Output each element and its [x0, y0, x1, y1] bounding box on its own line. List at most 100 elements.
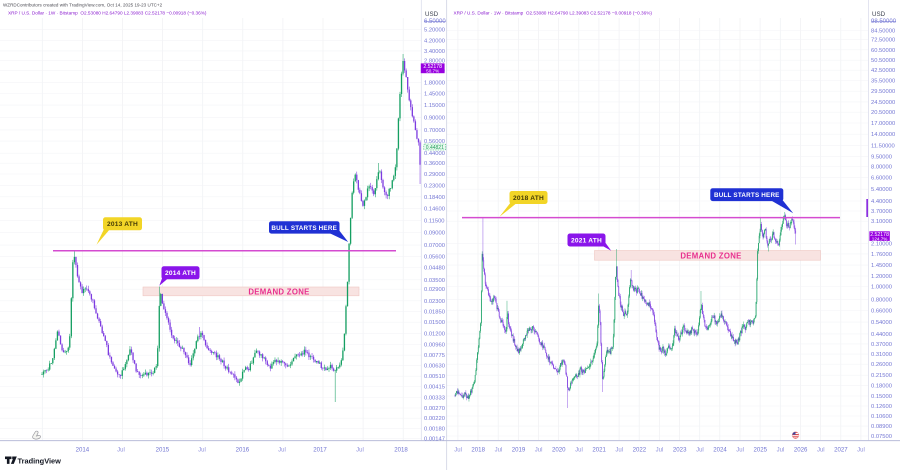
svg-text:5.20000: 5.20000	[424, 28, 445, 34]
svg-text:USD: USD	[425, 11, 439, 18]
svg-text:50.50000: 50.50000	[871, 58, 895, 64]
svg-text:2018 ATH: 2018 ATH	[513, 195, 544, 202]
svg-text:2021 ATH: 2021 ATH	[571, 237, 602, 244]
svg-text:1.45000: 1.45000	[424, 92, 445, 98]
svg-text:Jul: Jul	[117, 448, 125, 454]
svg-text:2017: 2017	[313, 447, 327, 454]
svg-text:Jul: Jul	[777, 448, 785, 454]
svg-text:0.36000: 0.36000	[424, 161, 445, 167]
svg-text:2023: 2023	[673, 447, 687, 454]
svg-text:4.40000: 4.40000	[871, 199, 892, 205]
svg-text:USD: USD	[872, 11, 886, 18]
svg-text:Jul: Jul	[817, 448, 825, 454]
svg-text:0.00775: 0.00775	[424, 353, 445, 359]
svg-text:0.02300: 0.02300	[424, 299, 445, 305]
svg-text:1.80000: 1.80000	[424, 81, 445, 87]
svg-text:0.29000: 0.29000	[424, 172, 445, 178]
svg-text:2018: 2018	[471, 447, 485, 454]
svg-text:2.52178: 2.52178	[423, 64, 442, 70]
svg-text:0.44000: 0.44000	[424, 151, 445, 157]
svg-text:0.56000: 0.56000	[424, 139, 445, 145]
svg-text:Jul: Jul	[454, 448, 462, 454]
svg-text:124.7%: 124.7%	[872, 236, 888, 241]
svg-text:0.00960: 0.00960	[424, 343, 445, 349]
svg-text:0.11500: 0.11500	[424, 218, 445, 224]
svg-text:17.00000: 17.00000	[871, 121, 895, 127]
svg-text:42.50000: 42.50000	[871, 68, 895, 74]
svg-text:0.08900: 0.08900	[871, 424, 892, 430]
svg-text:0.70000: 0.70000	[424, 128, 445, 134]
svg-text:2014 ATH: 2014 ATH	[165, 270, 196, 277]
svg-text:3.40000: 3.40000	[424, 49, 445, 55]
svg-text:29.50000: 29.50000	[871, 89, 895, 95]
svg-text:2021: 2021	[592, 447, 606, 454]
svg-text:Jul: Jul	[575, 448, 583, 454]
svg-text:0.05600: 0.05600	[424, 254, 445, 260]
svg-text:Jul: Jul	[857, 448, 865, 454]
svg-text:0.44000: 0.44000	[871, 332, 892, 338]
svg-text:0.01850: 0.01850	[424, 310, 445, 316]
svg-text:1.45000: 1.45000	[871, 263, 892, 269]
svg-text:72.50000: 72.50000	[871, 37, 895, 43]
svg-text:0.21500: 0.21500	[871, 373, 892, 379]
svg-text:2019: 2019	[512, 447, 526, 454]
svg-text:0.23000: 0.23000	[424, 184, 445, 190]
svg-text:2027: 2027	[834, 447, 848, 454]
svg-text:0.90000: 0.90000	[424, 115, 445, 121]
svg-text:0.12600: 0.12600	[871, 404, 892, 410]
svg-text:0.04480: 0.04480	[424, 266, 445, 272]
svg-text:0.18400: 0.18400	[424, 195, 445, 201]
svg-text:BULL STARTS HERE: BULL STARTS HERE	[271, 225, 337, 232]
svg-text:2.10000: 2.10000	[871, 242, 892, 248]
svg-text:0.02900: 0.02900	[424, 287, 445, 293]
svg-text:0.01500: 0.01500	[424, 320, 445, 326]
svg-text:1.00000: 1.00000	[871, 285, 892, 291]
svg-text:2.52178: 2.52178	[870, 232, 889, 238]
svg-text:2015: 2015	[156, 447, 170, 454]
svg-text:2013 ATH: 2013 ATH	[107, 221, 138, 228]
svg-text:1.20000: 1.20000	[871, 274, 892, 280]
svg-text:DEMAND ZONE: DEMAND ZONE	[680, 251, 741, 260]
svg-text:Jul: Jul	[656, 448, 664, 454]
svg-text:Jul: Jul	[736, 448, 744, 454]
svg-text:0.07500: 0.07500	[871, 434, 892, 440]
svg-text:0.00415: 0.00415	[424, 385, 445, 391]
svg-text:0.14600: 0.14600	[424, 206, 445, 212]
svg-text:1.76000: 1.76000	[871, 252, 892, 258]
svg-text:0.80000: 0.80000	[871, 297, 892, 303]
svg-text:DEMAND ZONE: DEMAND ZONE	[248, 287, 309, 296]
svg-text:Jul: Jul	[356, 448, 364, 454]
svg-text:2016: 2016	[236, 447, 250, 454]
svg-text:24.50000: 24.50000	[871, 100, 895, 106]
svg-text:0.31000: 0.31000	[871, 352, 892, 358]
svg-text:0.00180: 0.00180	[424, 426, 445, 432]
svg-text:0.10600: 0.10600	[871, 414, 892, 420]
svg-text:6.60000: 6.60000	[871, 176, 892, 182]
svg-text:XRP / U.S. Dollar · 1W · Bitst: XRP / U.S. Dollar · 1W · Bitstamp O2.530…	[454, 11, 653, 16]
svg-text:3.10000: 3.10000	[871, 219, 892, 225]
svg-text:Jul: Jul	[696, 448, 704, 454]
svg-text:98.50000: 98.50000	[871, 19, 897, 25]
svg-text:0.18000: 0.18000	[871, 383, 892, 389]
svg-text:8.00000: 8.00000	[871, 165, 892, 171]
svg-text:2026: 2026	[794, 447, 808, 454]
svg-text:9.50000: 9.50000	[871, 155, 892, 161]
svg-text:4.20000: 4.20000	[424, 38, 445, 44]
svg-text:20.50000: 20.50000	[871, 110, 895, 116]
svg-text:2014: 2014	[76, 447, 90, 454]
svg-text:5.40000: 5.40000	[871, 187, 892, 193]
svg-text:WZRDContributors created with: WZRDContributors created with TradingVie…	[3, 3, 163, 8]
svg-text:1.15000: 1.15000	[424, 103, 445, 109]
svg-text:0.00630: 0.00630	[424, 364, 445, 370]
svg-text:2024: 2024	[713, 447, 727, 454]
svg-text:0.00333: 0.00333	[424, 396, 445, 402]
svg-text:XRP / U.S. Dollar · 1W · Bitst: XRP / U.S. Dollar · 1W · Bitstamp O2.530…	[8, 11, 207, 16]
svg-text:Jul: Jul	[495, 448, 503, 454]
svg-text:BULL STARTS HERE: BULL STARTS HERE	[714, 192, 780, 199]
svg-text:60.50000: 60.50000	[871, 48, 895, 54]
svg-text:Jul: Jul	[198, 448, 206, 454]
svg-text:3.70000: 3.70000	[871, 209, 892, 215]
svg-text:0.37000: 0.37000	[871, 342, 892, 348]
svg-text:0.03500: 0.03500	[424, 278, 445, 284]
svg-text:2.80000: 2.80000	[424, 59, 445, 65]
